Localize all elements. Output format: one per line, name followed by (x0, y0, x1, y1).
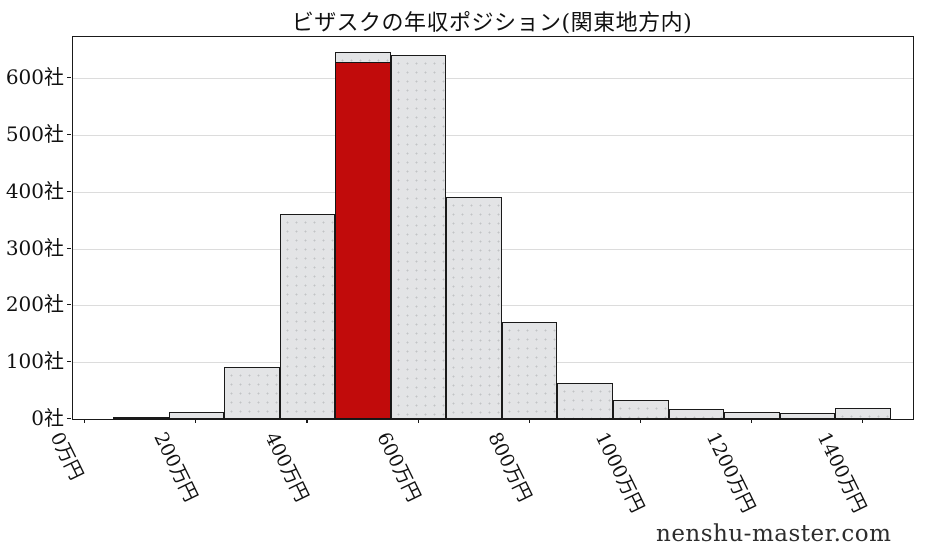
y-tick-mark (67, 361, 71, 363)
y-tick-label: 200社 (5, 292, 64, 317)
histogram-bar (668, 408, 725, 419)
x-tick-mark (417, 419, 419, 423)
watermark: nenshu-master.com (656, 521, 892, 547)
x-tick-label-text: 400万円 (260, 428, 314, 506)
y-tick-label: 0社 (31, 406, 64, 430)
x-tick-label-text: 1400万円 (812, 428, 871, 517)
gridline (73, 77, 913, 79)
x-tick-mark (84, 419, 86, 423)
histogram-bar (279, 214, 336, 419)
x-tick-label-text: 800万円 (483, 428, 536, 506)
x-tick-mark (528, 419, 530, 423)
x-tick-mark (306, 419, 308, 423)
y-tick-mark (67, 76, 71, 79)
highlight-bar (335, 62, 391, 419)
y-tick-label: 100社 (5, 349, 64, 374)
y-tick-mark (67, 133, 71, 135)
histogram-bar (224, 366, 280, 419)
chart-title: ビザスクの年収ポジション(関東地方内) (291, 11, 693, 36)
histogram-bar (835, 407, 891, 419)
x-tick-label-text: 1200万円 (701, 428, 760, 517)
histogram-bar (168, 412, 225, 419)
y-tick-mark (67, 418, 71, 420)
histogram-bar (779, 413, 836, 419)
x-tick-mark (195, 419, 197, 423)
histogram-bar (446, 196, 502, 419)
histogram-bar (113, 417, 169, 420)
x-tick-mark (639, 419, 641, 423)
histogram-bar (557, 382, 613, 419)
y-tick-label: 500社 (5, 121, 64, 146)
histogram-bar (390, 55, 447, 419)
y-tick-mark (67, 190, 71, 192)
y-tick-mark (67, 247, 71, 249)
histogram-bar (613, 399, 669, 419)
x-tick-label-text: 200万円 (149, 428, 202, 506)
x-tick-label-text: 1000万円 (590, 428, 649, 517)
y-tick-label: 300社 (5, 235, 64, 260)
gridline (73, 134, 913, 136)
histogram-bar (501, 322, 558, 419)
y-tick-mark (67, 304, 71, 306)
x-tick-label-text: 0万円 (45, 428, 88, 484)
y-tick-label: 600社 (5, 64, 64, 89)
y-tick-label: 400社 (5, 178, 64, 203)
x-tick-mark (750, 419, 753, 423)
x-tick-mark (862, 419, 864, 423)
histogram-bar (724, 412, 780, 419)
gridline (73, 191, 913, 193)
plot-area (72, 36, 914, 420)
x-tick-label-text: 600万円 (371, 428, 425, 506)
